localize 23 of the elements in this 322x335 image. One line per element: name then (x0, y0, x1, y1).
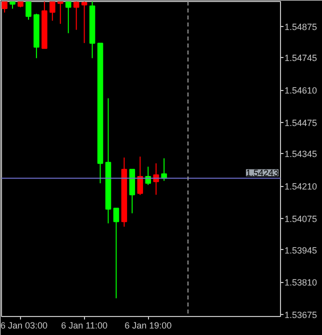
candlestick (137, 156, 144, 196)
candlestick (65, 2, 72, 34)
x-tick-label: 6 Jan 11:00 (61, 320, 108, 330)
candlestick (26, 2, 32, 20)
y-tick-label: 1.54475 (284, 118, 318, 128)
y-tick-label: 1.54075 (284, 214, 318, 224)
y-tick-label: 1.53945 (284, 245, 318, 256)
y-tick-label: 1.54345 (284, 149, 318, 160)
candlestick (57, 2, 64, 24)
ref-line-label: 1.54243 (246, 168, 279, 178)
candlestick (73, 2, 80, 30)
candlestick (2, 2, 8, 14)
candlestick (50, 2, 56, 22)
x-tick-label: 6 Jan 19:00 (124, 320, 172, 330)
y-tick-label: 1.54610 (284, 86, 318, 96)
x-tick-label: 6 Jan 03:00 (0, 320, 48, 330)
y-tick-label: 1.54745 (284, 53, 318, 64)
candlestick (81, 2, 88, 44)
y-tick-label: 1.53675 (284, 310, 318, 320)
y-tick-label: 1.53810 (284, 278, 318, 288)
y-tick-label: 1.54875 (284, 22, 318, 32)
y-tick-label: 1.54210 (284, 182, 318, 192)
candlestick (113, 208, 120, 299)
